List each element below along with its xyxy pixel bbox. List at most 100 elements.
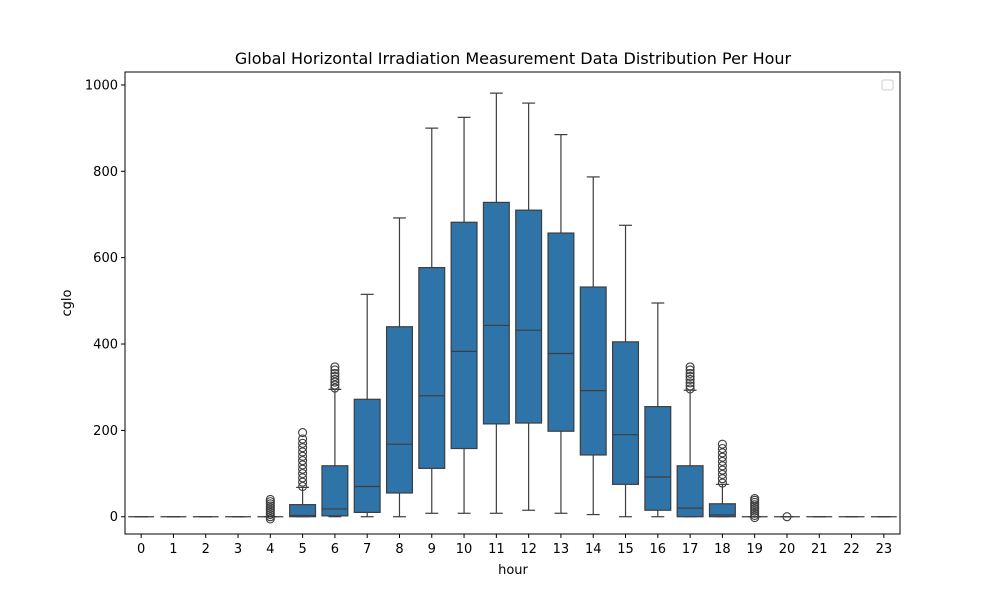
outlier-point [265,494,275,505]
x-tick-label: 20 [779,542,796,557]
box-hour-16 [644,302,672,518]
box-hour-5 [289,427,317,518]
outlier-point [717,478,727,488]
x-tick-label: 10 [456,542,473,557]
outlier-point [685,381,695,391]
outlier-point [298,456,308,466]
y-tick-label: 200 [93,424,118,439]
iqr-box [708,503,736,518]
x-axis-label: hour [498,563,528,578]
iqr-box [321,465,349,517]
outlier-point [685,368,695,378]
outlier-point [750,494,760,504]
x-tick-label: 19 [746,542,763,557]
outlier-point [330,374,340,384]
outlier-point [298,447,308,457]
plot-area [128,92,897,524]
outlier-point [330,368,340,378]
iqr-box [482,201,510,425]
outlier-point [685,378,695,388]
outlier-point [298,464,308,474]
x-tick-label: 11 [488,542,505,557]
iqr-box [450,221,478,450]
y-tick-label: 400 [93,338,118,353]
x-tick-label: 9 [428,542,436,557]
iqr-box [289,504,317,518]
x-tick-label: 17 [682,542,699,557]
iqr-box [644,406,672,511]
box-hour-6 [321,362,349,518]
outlier-point [717,461,727,471]
outlier-point [330,380,340,390]
x-tick-label: 8 [395,542,403,557]
outlier-point [330,362,340,372]
x-tick-label: 12 [520,542,537,557]
iqr-box [547,232,575,432]
iqr-box [385,326,413,494]
x-tick-label: 16 [650,542,667,557]
y-tick-label: 1000 [85,78,118,93]
outlier-point [298,451,308,461]
y-axis: 0 200 400 600 800 1000 [85,78,125,525]
outlier-point [298,469,308,479]
outlier-point [717,452,727,462]
iqr-box [579,286,607,456]
outlier-point [717,474,727,484]
y-tick-label: 800 [93,165,118,180]
outlier-point [717,469,727,479]
x-tick-label: 1 [169,542,177,557]
outlier-point [330,377,340,387]
legend-box [881,79,894,91]
outlier-point [685,384,695,394]
outlier-point [298,481,308,492]
outlier-point [298,477,308,487]
x-tick-label: 7 [363,542,371,557]
box-hour-12 [515,102,543,511]
x-tick-label: 14 [585,542,602,557]
x-tick-label: 6 [331,542,339,557]
x-tick-label: 23 [876,542,893,557]
outlier-point [782,512,792,522]
y-tick-label: 600 [93,251,118,266]
outlier-point [685,362,695,372]
box-hour-4 [257,494,284,524]
outlier-point [330,371,340,381]
iqr-box [515,209,543,424]
x-tick-label: 15 [617,542,634,557]
outlier-point [717,443,727,454]
x-tick-label: 4 [266,542,274,557]
outlier-point [298,443,308,453]
x-tick-label: 3 [234,542,242,557]
outlier-point [717,465,727,475]
outlier-point [330,365,340,375]
box-hour-15 [612,224,640,518]
outlier-point [298,427,308,438]
box-hour-14 [579,176,607,516]
outlier-point [685,374,695,384]
iqr-box [353,398,381,514]
box-hour-7 [353,293,381,518]
x-tick-label: 18 [714,542,731,557]
y-axis-label: cglo [60,289,75,316]
box-hour-11 [482,92,510,514]
x-tick-label: 22 [843,542,860,557]
box-hour-13 [547,134,575,514]
outlier-point [330,383,340,393]
chart-title: Global Horizontal Irradiation Measuremen… [235,49,792,68]
outlier-point [298,473,308,483]
iqr-box [676,465,704,518]
iqr-box [418,266,446,469]
outlier-point [717,456,727,467]
box-hour-20 [774,512,800,522]
x-tick-label: 5 [298,542,306,557]
outlier-point [717,439,727,449]
x-axis: 0 1 2 3 4 5 6 7 8 9 10 11 12 13 14 15 16 17 18 19 20 21 22 23 [137,534,892,557]
x-tick-label: 0 [137,542,145,557]
outlier-point [717,448,727,458]
box-hour-9 [418,127,446,514]
x-tick-label: 21 [811,542,828,557]
outlier-point [298,460,308,470]
x-tick-label: 2 [202,542,210,557]
x-tick-label: 13 [553,542,570,557]
